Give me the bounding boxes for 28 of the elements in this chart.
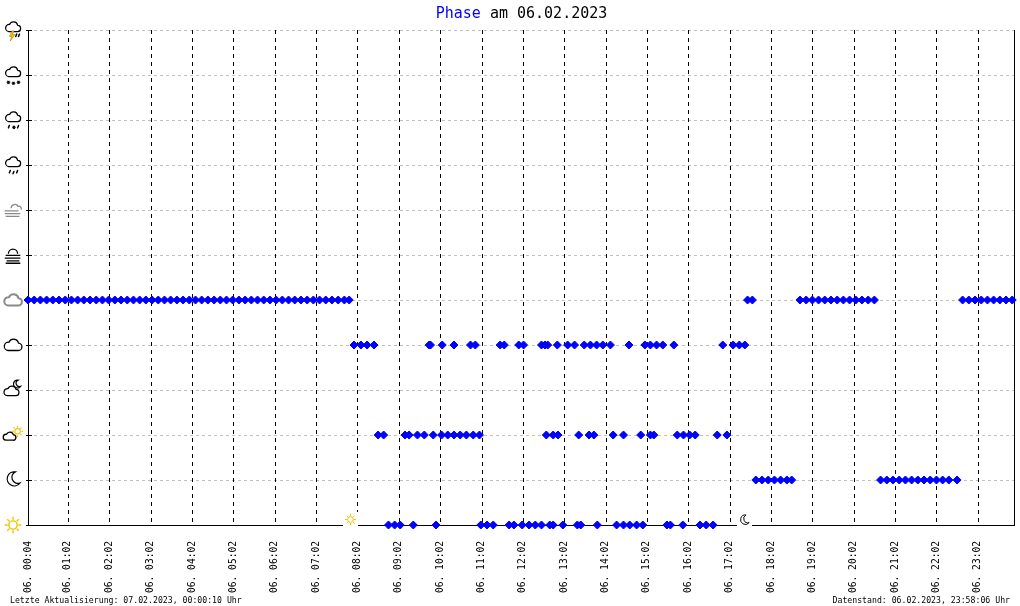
x-tick-label: 06. 05:02 [226, 541, 238, 593]
x-tick-label: 06. 21:02 [888, 541, 900, 593]
x-tick-label: 06. 06:02 [268, 541, 280, 593]
x-tick-label: 06. 09:02 [392, 541, 404, 593]
x-tick-label: 06. 18:02 [764, 541, 776, 593]
x-tick-label: 06. 11:02 [475, 541, 487, 593]
x-tick-label: 06. 00:04 [21, 540, 33, 593]
x-tick-label: 06. 19:02 [805, 541, 817, 593]
x-tick-label: 06. 04:02 [185, 541, 197, 593]
x-tick-label: 06. 13:02 [557, 541, 569, 593]
x-tick-label: 06. 03:02 [144, 541, 156, 593]
text: Letzte Aktualisierung: 07.02.2023, 00:00:10 Uhr [10, 595, 242, 605]
x-tick-label: 06. 12:02 [516, 541, 528, 593]
x-tick-label: 06. 07:02 [309, 541, 321, 593]
x-tick-label: 06. 08:02 [350, 541, 362, 593]
x-tick-label: 06. 10:02 [433, 541, 445, 593]
x-tick-label: 06. 15:02 [640, 541, 652, 593]
x-tick-label: 06. 23:02 [971, 541, 983, 593]
text: Phase [435, 4, 481, 22]
x-tick-label: 06. 16:02 [681, 541, 693, 593]
x-tick-label: 06. 02:02 [102, 541, 114, 593]
x-tick-label: 06. 01:02 [61, 541, 73, 593]
text: Datenstand: 06.02.2023, 23:58:06 Uhr [832, 595, 1010, 605]
x-tick-label: 06. 14:02 [599, 541, 611, 593]
x-tick-label: 06. 22:02 [929, 541, 941, 593]
x-tick-label: 06. 20:02 [847, 541, 859, 593]
x-tick-label: 06. 17:02 [723, 541, 735, 593]
chart-title: am 06.02.2023 [489, 4, 608, 22]
